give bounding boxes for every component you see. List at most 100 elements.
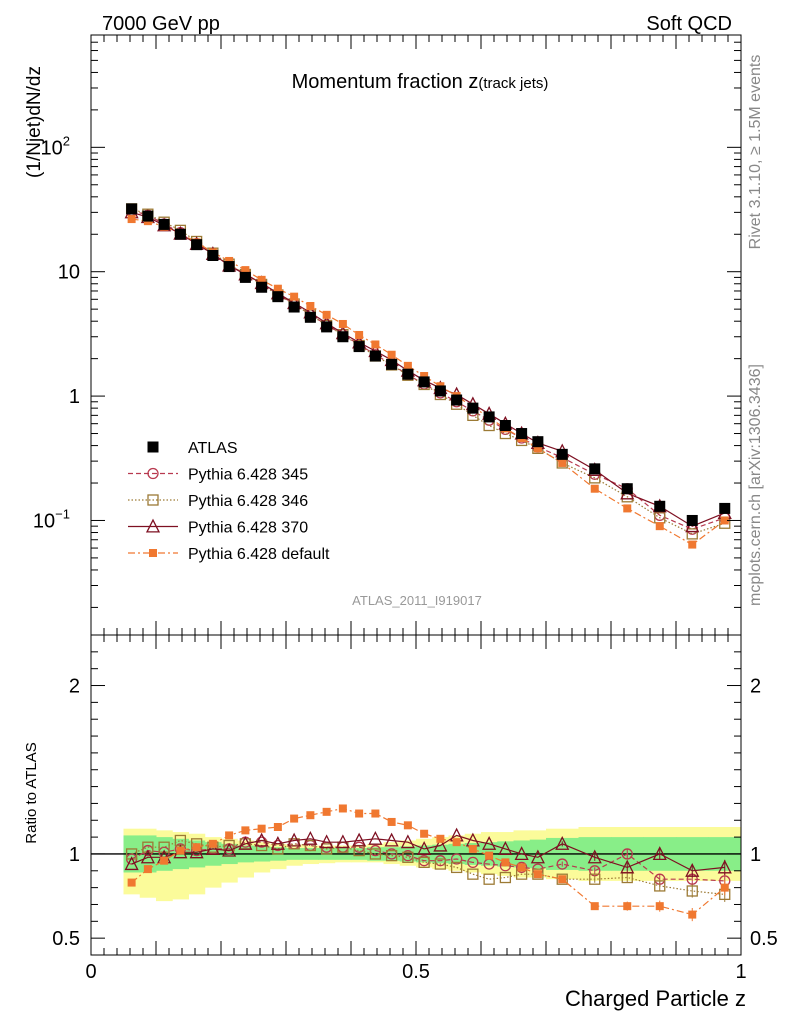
point-data <box>126 203 138 215</box>
point-data <box>451 394 463 406</box>
ratio-point-p345 <box>556 858 568 870</box>
xtick-label: 0.5 <box>402 961 430 983</box>
main-ytick-label: 1 <box>69 386 80 408</box>
ratio-point-p346 <box>385 849 398 862</box>
point-pdefault <box>127 215 136 224</box>
legend-label: ATLAS <box>188 440 238 457</box>
point-data <box>516 428 528 440</box>
point-pdefault <box>338 319 347 328</box>
ratio-point-p370 <box>433 837 448 852</box>
legend-marker <box>145 518 161 533</box>
main-ytick-exponent: −1 <box>55 506 70 521</box>
main-ylabel: (1/Njet)dN/dz <box>24 66 45 178</box>
ratio-point-p346 <box>483 873 495 885</box>
ratio-point-pdefault <box>517 863 526 872</box>
point-pdefault <box>420 372 429 381</box>
ratio-point-p370 <box>319 834 334 849</box>
ratio-point-p346 <box>532 868 544 880</box>
point-pdefault <box>225 256 234 265</box>
ratio-point-p370 <box>287 832 302 847</box>
point-data <box>467 402 479 414</box>
ratio-point-pdefault <box>225 831 234 840</box>
point-data <box>386 358 398 370</box>
legend-marker <box>147 441 159 453</box>
ratio-point-p346 <box>402 851 414 863</box>
xlabel: Charged Particle z <box>565 986 746 1011</box>
point-data <box>483 411 495 423</box>
point-pdefault <box>371 340 380 349</box>
ratio-point-p370 <box>335 834 350 849</box>
main-ytick-label: 10−1 <box>33 506 70 532</box>
point-data <box>191 239 203 251</box>
ratio-point-p370 <box>384 832 399 847</box>
series-line-p346 <box>131 208 725 535</box>
ratio-point-pdefault <box>127 878 136 887</box>
ratio-series-pdefault <box>127 804 729 922</box>
point-data <box>174 228 186 240</box>
legend-label: Pythia 6.428 default <box>188 546 330 563</box>
point-pdefault <box>257 275 266 284</box>
ratio-point-pdefault <box>322 807 331 816</box>
point-data <box>353 341 365 353</box>
ratio-point-pdefault <box>160 856 169 865</box>
ratio-point-p370 <box>417 841 432 855</box>
main-title-text: Momentum fraction z <box>292 71 479 93</box>
ratio-point-pdefault <box>387 817 396 826</box>
ratio-point-pdefault <box>192 843 201 852</box>
ratio-point-p370 <box>530 849 545 864</box>
main-ytick-label: 102 <box>41 133 70 159</box>
point-pdefault <box>306 302 315 311</box>
main-ytick-base: 10 <box>58 262 80 284</box>
ratio-point-p370 <box>368 830 383 845</box>
ratio-point-p370 <box>222 842 237 857</box>
legend-label: Pythia 6.428 346 <box>188 493 308 510</box>
ratio-point-pdefault <box>468 844 477 853</box>
ratio-point-pdefault <box>241 826 250 835</box>
point-data <box>589 463 601 475</box>
ratio-point-p370 <box>652 846 667 860</box>
ratio-point-p346 <box>434 858 447 870</box>
ratio-point-pdefault <box>655 902 664 911</box>
point-pdefault <box>720 516 729 525</box>
ratio-point-pdefault <box>436 834 445 843</box>
main-title: Momentum fraction z(track jets) <box>292 71 549 93</box>
ratio-ytick-label-left: 0.5 <box>52 928 80 950</box>
point-pdefault <box>688 540 697 549</box>
point-data <box>158 218 170 230</box>
ratio-ylabel: Ratio to ATLAS <box>23 742 40 843</box>
ratio-point-pdefault <box>338 804 347 813</box>
ratio-point-p370 <box>400 834 415 849</box>
legend-marker <box>149 549 157 557</box>
ratio-ytick-label-left: 2 <box>69 676 80 698</box>
point-data <box>418 376 430 388</box>
ratio-point-p346 <box>499 871 512 884</box>
ratio-point-pdefault <box>208 839 217 848</box>
ratio-point-pdefault <box>306 811 315 820</box>
point-data <box>288 301 300 313</box>
ratio-point-p346 <box>369 848 382 860</box>
legend-marker <box>147 467 159 480</box>
point-data <box>142 210 154 222</box>
xtick-label: 1 <box>735 961 746 983</box>
ratio-point-p370 <box>482 836 497 850</box>
point-pdefault <box>355 330 364 339</box>
series-data <box>126 203 731 526</box>
ratio-point-pdefault <box>485 851 494 860</box>
ratio-ytick-label-right: 2 <box>750 676 761 698</box>
main-ytick-exponent: 2 <box>63 133 70 148</box>
point-data <box>304 311 316 323</box>
ratio-axes: 0.5 0.51 12 20 0.5 1 <box>52 635 778 983</box>
ratio-point-p370 <box>498 841 513 855</box>
main-plot-area <box>124 203 732 549</box>
main-ytick-label: 10 <box>58 262 80 284</box>
ratio-point-p346 <box>556 873 568 885</box>
point-pdefault <box>273 284 282 293</box>
ratio-point-p346 <box>320 843 333 855</box>
point-p346 <box>686 528 698 540</box>
point-data <box>621 483 633 495</box>
ratio-point-p346 <box>654 880 666 892</box>
point-data <box>402 368 414 380</box>
ratio-point-p346 <box>304 839 317 852</box>
point-pdefault <box>290 292 299 301</box>
